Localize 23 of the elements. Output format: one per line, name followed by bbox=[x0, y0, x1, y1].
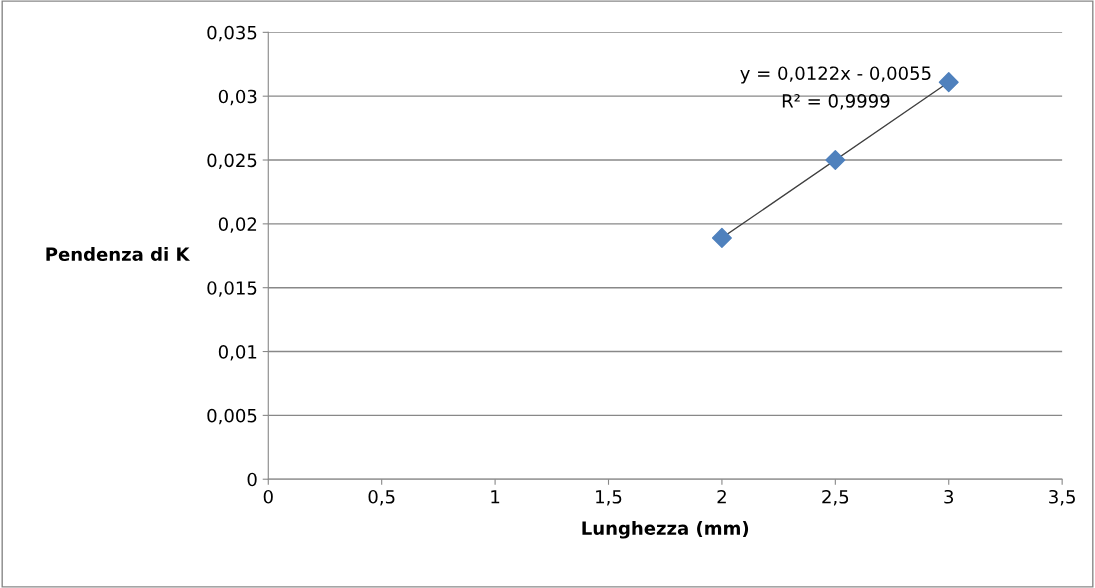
x-tick-label: 0 bbox=[263, 489, 273, 504]
x-tick-label: 1 bbox=[491, 490, 500, 504]
x-tick-label: 3,5 bbox=[1049, 489, 1075, 506]
x-axis-title: Lunghezza (mm) bbox=[582, 521, 749, 539]
point bbox=[711, 227, 732, 248]
y-tick-label: 0 bbox=[247, 472, 257, 487]
y-tick-label: 0,02 bbox=[218, 217, 257, 233]
annotation: R² = 0,9999 bbox=[782, 94, 890, 110]
x-tick-label: 1,5 bbox=[596, 490, 622, 506]
y-tick-label: 0,035 bbox=[207, 25, 257, 42]
x-tick-label: 0,5 bbox=[368, 489, 395, 506]
y-tick-label: 0,015 bbox=[207, 281, 257, 297]
y-tick-label: 0,005 bbox=[207, 408, 257, 425]
y-tick-label: 0,025 bbox=[207, 153, 257, 169]
y-tick-label: 0,03 bbox=[218, 89, 257, 106]
x-tick-label: 3 bbox=[944, 489, 954, 504]
x-tick-label: 2,5 bbox=[822, 489, 849, 506]
point bbox=[825, 150, 846, 171]
y-axis-title: Pendenza di K bbox=[46, 247, 191, 262]
y-tick-label: 0,01 bbox=[218, 345, 257, 361]
annotation: y = 0,0122x - 0,0055 bbox=[740, 66, 931, 84]
x-tick-label: 2 bbox=[717, 489, 726, 504]
point bbox=[938, 72, 959, 93]
